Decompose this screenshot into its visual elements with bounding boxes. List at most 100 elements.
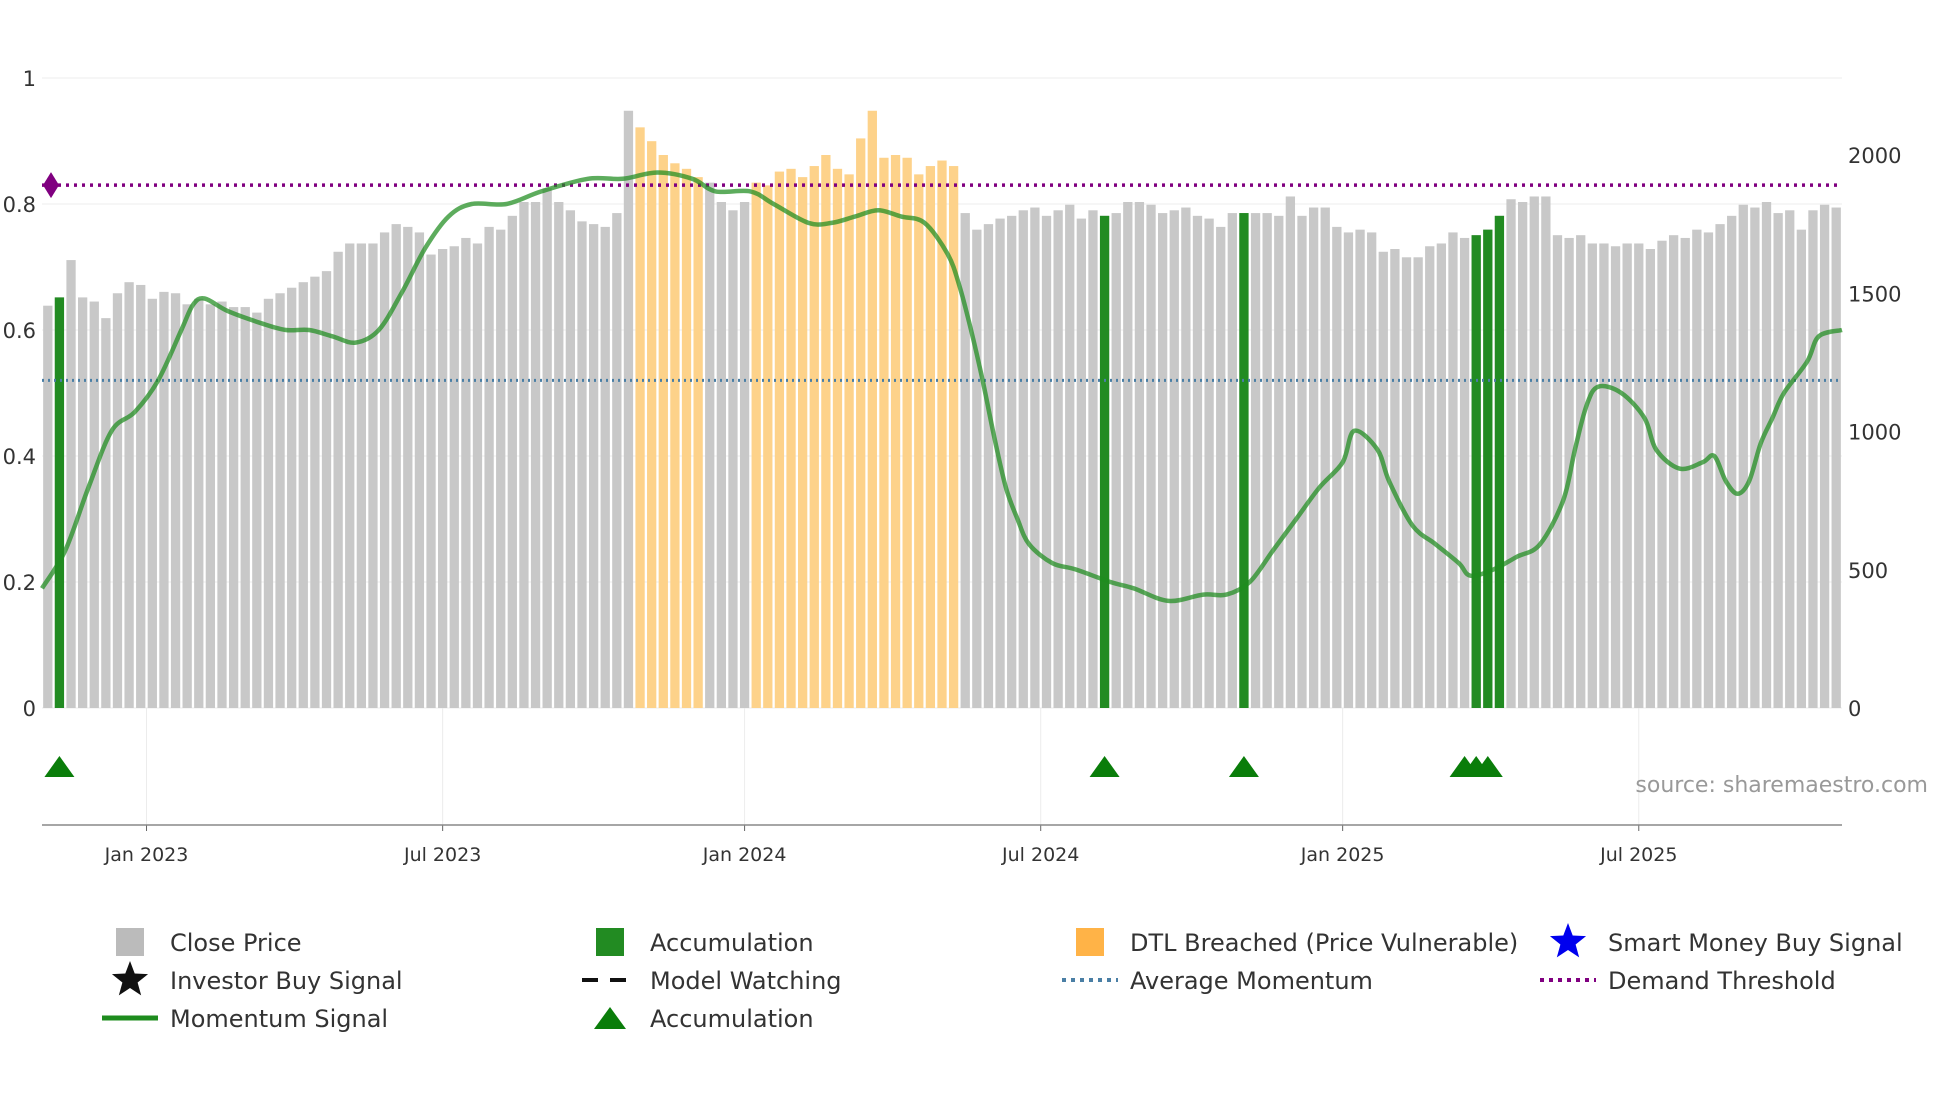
close-price-bar bbox=[1413, 257, 1423, 708]
legend-swatch-close-price bbox=[116, 928, 144, 956]
accumulation-bar bbox=[1239, 213, 1249, 708]
close-price-bar bbox=[623, 110, 634, 708]
close-price-bar bbox=[449, 246, 459, 708]
legend-label-demand_threshold: Demand Threshold bbox=[1608, 967, 1836, 995]
close-price-bar bbox=[252, 312, 262, 708]
close-price-bar bbox=[1367, 232, 1377, 709]
close-price-bar bbox=[1657, 240, 1667, 708]
accumulation-bar bbox=[54, 297, 65, 708]
close-price-bar bbox=[1320, 207, 1330, 708]
legend-label-close_price: Close Price bbox=[170, 929, 302, 957]
close-price-bar bbox=[1401, 257, 1412, 708]
close-price-bar bbox=[89, 301, 99, 708]
close-price-bar bbox=[205, 304, 216, 708]
close-price-bar bbox=[507, 215, 517, 708]
dtl-breached-bar bbox=[635, 127, 645, 709]
close-price-bar bbox=[728, 210, 738, 709]
legend-swatch-accumulation-marker bbox=[594, 1007, 626, 1029]
close-price-bar bbox=[124, 282, 134, 708]
y-right-tick-label: 500 bbox=[1848, 559, 1888, 583]
close-price-bar bbox=[554, 202, 564, 708]
x-tick-label: Jan 2023 bbox=[104, 844, 189, 866]
close-price-bar bbox=[1680, 237, 1690, 708]
close-price-bar bbox=[972, 229, 982, 708]
close-price-bar bbox=[612, 213, 622, 708]
legend-swatch-smart-money-star bbox=[1549, 923, 1587, 958]
close-price-bar bbox=[600, 226, 610, 708]
close-price-bar bbox=[496, 229, 506, 708]
close-price-bar bbox=[1123, 202, 1133, 708]
close-price-bar bbox=[263, 298, 274, 708]
dtl-breached-bar bbox=[937, 160, 947, 708]
close-price-bar bbox=[159, 291, 169, 708]
close-price-bar bbox=[217, 301, 227, 708]
momentum-signal-line bbox=[40, 170, 1843, 604]
dtl-breached-bar bbox=[844, 174, 854, 709]
x-tick-label: Jul 2023 bbox=[403, 844, 481, 866]
y-right-tick-label: 1000 bbox=[1848, 421, 1901, 445]
close-price-bar bbox=[1018, 210, 1028, 709]
legend-label-smart_money: Smart Money Buy Signal bbox=[1608, 929, 1903, 957]
close-price-bar bbox=[414, 232, 425, 709]
close-price-bar bbox=[194, 298, 204, 708]
legend-label-model_watching: Model Watching bbox=[650, 967, 842, 995]
close-price-bar bbox=[1785, 210, 1795, 709]
close-price-bar bbox=[147, 298, 157, 708]
close-price-bar bbox=[310, 276, 320, 708]
close-price-bar bbox=[1831, 207, 1841, 708]
close-price-bar bbox=[1796, 229, 1806, 708]
dtl-breached-bar bbox=[856, 138, 866, 708]
close-price-bar bbox=[577, 221, 587, 709]
close-price-bar bbox=[1204, 218, 1214, 708]
close-price-bar bbox=[1808, 210, 1818, 709]
close-price-bar bbox=[705, 182, 715, 708]
y-left-tick-label: 1 bbox=[23, 67, 36, 91]
y-left-tick-label: 0.6 bbox=[3, 319, 36, 343]
dtl-breached-bar bbox=[925, 166, 936, 708]
close-price-bar bbox=[1727, 215, 1737, 708]
close-price-bar bbox=[136, 284, 146, 708]
axes-layer: 0 0.2 0.4 0.6 0.8 1 0 500 1000 1500 2000 Jan 2023 Ju… bbox=[3, 67, 1902, 866]
close-price-bar bbox=[228, 307, 239, 708]
close-price-bar bbox=[298, 282, 308, 708]
close-price-bar bbox=[1599, 243, 1609, 709]
close-price-bar bbox=[333, 251, 343, 708]
close-price-bar bbox=[1216, 226, 1226, 708]
close-price-bar bbox=[1007, 215, 1017, 708]
close-price-bar bbox=[1390, 249, 1400, 708]
y-right-tick-label: 1500 bbox=[1848, 282, 1901, 306]
close-price-bar bbox=[1158, 213, 1168, 708]
accumulation-marker bbox=[1228, 756, 1259, 777]
close-price-bar bbox=[1761, 202, 1772, 708]
dtl-breached-bar bbox=[693, 177, 703, 708]
close-price-bar bbox=[287, 287, 297, 708]
close-price-bar bbox=[1355, 229, 1365, 708]
accumulation-bar bbox=[1471, 235, 1481, 708]
close-price-bar bbox=[1634, 243, 1644, 709]
y-left-tick-label: 0.4 bbox=[3, 445, 36, 469]
dtl-breached-bar bbox=[774, 171, 785, 709]
close-price-bar bbox=[484, 226, 494, 708]
close-price-bar bbox=[438, 249, 448, 708]
close-price-bar bbox=[461, 237, 471, 708]
close-price-bar bbox=[1181, 207, 1191, 708]
close-price-bar bbox=[1425, 246, 1435, 708]
close-price-bar bbox=[1146, 204, 1156, 708]
close-price-bar bbox=[1703, 232, 1714, 709]
y-left-tick-label: 0.2 bbox=[3, 571, 36, 595]
close-price-bar bbox=[1459, 237, 1470, 708]
x-tick-label: Jul 2025 bbox=[1599, 844, 1677, 866]
close-price-bar bbox=[101, 318, 111, 708]
close-price-bar bbox=[170, 293, 181, 708]
accumulation-bar bbox=[1483, 229, 1493, 708]
legend-label-average_momentum: Average Momentum bbox=[1130, 967, 1373, 995]
close-price-bar bbox=[1587, 243, 1597, 709]
dtl-breached-bar bbox=[647, 141, 657, 709]
close-price-bar bbox=[716, 202, 726, 708]
close-price-bar bbox=[1192, 215, 1203, 708]
close-price-bar bbox=[1169, 210, 1179, 709]
source-label: source: sharemaestro.com bbox=[1635, 773, 1928, 798]
close-price-bar bbox=[1518, 202, 1528, 708]
dtl-breached-bar bbox=[890, 155, 901, 708]
